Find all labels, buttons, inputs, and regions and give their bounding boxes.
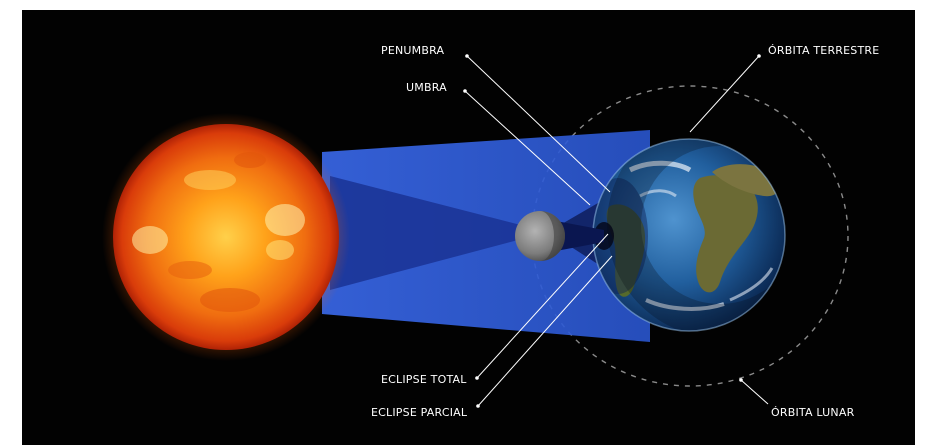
label-eclipse-parcial: ECLIPSE PARCIAL	[371, 406, 468, 419]
orbita-lunar-pointer	[740, 379, 769, 405]
penumbra-pointer	[466, 55, 611, 193]
label-umbra: UMBRA	[406, 81, 447, 94]
label-orbita-terrestre: ÓRBITA TERRESTRE	[768, 44, 879, 57]
eclipse-parcial-pointer	[477, 255, 613, 407]
orbita-terrestre-pointer	[689, 55, 760, 133]
lunar-orbit	[531, 85, 849, 387]
label-penumbra: PENUMBRA	[381, 44, 444, 57]
eclipse-total-pointer	[476, 233, 609, 379]
earth	[592, 138, 786, 332]
moon-shadow-side	[540, 211, 565, 261]
label-eclipse-total: ECLIPSE TOTAL	[381, 373, 467, 386]
pointer-dots	[463, 54, 761, 408]
label-orbita-lunar: ÓRBITA LUNAR	[771, 406, 855, 419]
pointer-lines	[464, 55, 769, 407]
penumbra-inner	[330, 176, 548, 290]
sun	[113, 124, 339, 350]
sun-texture	[132, 152, 305, 312]
